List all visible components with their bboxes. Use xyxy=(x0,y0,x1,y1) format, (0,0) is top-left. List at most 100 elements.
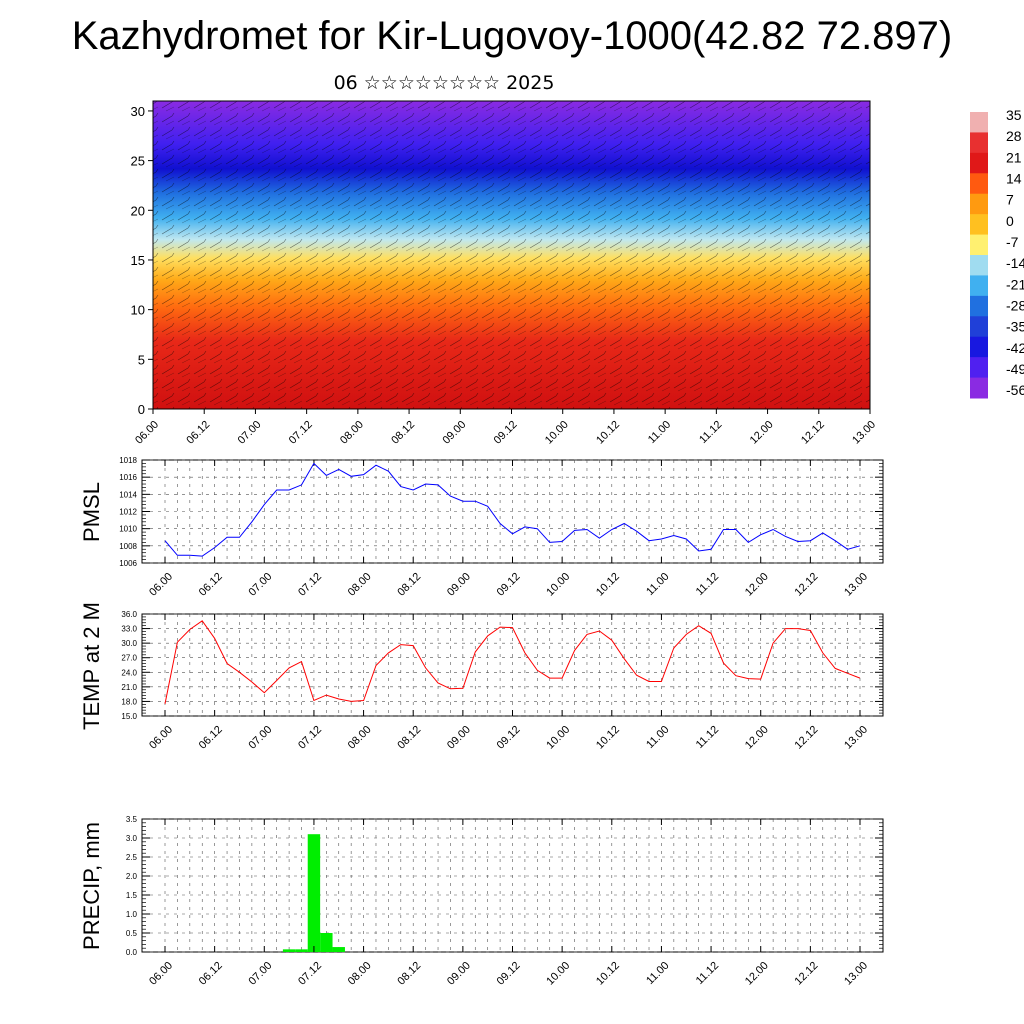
y-tick-label: 3.5 xyxy=(126,815,138,824)
y-tick-label: 1.0 xyxy=(126,910,138,919)
precip-bars xyxy=(282,834,345,952)
pmsl-series xyxy=(164,462,861,557)
colorbar-swatch xyxy=(970,152,988,174)
x-tick-label: 06.12 xyxy=(197,571,225,599)
x-tick-label: 11.12 xyxy=(694,724,721,751)
x-tick-label: 08.00 xyxy=(346,724,374,752)
x-tick-label: 08.00 xyxy=(346,960,374,988)
precip-bar xyxy=(332,947,345,952)
y-tick-label: 33.0 xyxy=(121,625,137,634)
colorbar-label: 35 xyxy=(1006,107,1022,123)
temp-panel: 15.0 18.0 21.0 24.0 27.0 30.0 33.0 36.0 06.00 06.… xyxy=(79,602,884,752)
y-tick-label: 1016 xyxy=(119,473,137,482)
y-tick-label: 1014 xyxy=(119,490,137,499)
profile-x-tick-label: 06.00 xyxy=(133,419,161,447)
profile-x-tick-label: 09.00 xyxy=(440,419,468,447)
page-subtitle: 06 ☆☆☆☆☆☆☆☆ 2025 xyxy=(333,72,555,94)
x-tick-label: 11.00 xyxy=(644,724,671,751)
colorbar-label: 0 xyxy=(1006,213,1014,229)
x-tick-label: 09.00 xyxy=(445,724,473,752)
profile-x-tick-label: 12.00 xyxy=(748,419,776,447)
colorbar-label: -42 xyxy=(1006,340,1024,356)
colorbar-swatch xyxy=(970,112,988,133)
profile-y-tick-label: 0 xyxy=(138,402,145,417)
colorbar-label: 21 xyxy=(1006,149,1022,165)
y-tick-label: 27.0 xyxy=(121,654,137,663)
x-tick-label: 07.00 xyxy=(246,571,274,599)
precip-bar xyxy=(320,933,333,952)
x-tick-label: 09.12 xyxy=(495,724,523,752)
profile-y-axis: 0 5 10 15 20 25 30 xyxy=(131,104,153,417)
y-tick-label: 30.0 xyxy=(121,639,137,648)
profile-y-tick-label: 25 xyxy=(131,154,145,169)
profile-y-tick-label: 30 xyxy=(131,104,145,119)
x-tick-label: 10.00 xyxy=(544,724,572,752)
colorbar-label: -7 xyxy=(1006,234,1019,250)
colorbar-swatch xyxy=(970,357,988,379)
y-tick-label: 18.0 xyxy=(121,697,137,706)
x-tick-label: 11.00 xyxy=(644,960,671,987)
x-tick-label: 10.00 xyxy=(544,960,572,988)
temp-series xyxy=(164,620,861,704)
y-tick-label: 1.5 xyxy=(126,891,138,900)
x-tick-label: 10.00 xyxy=(544,571,572,599)
x-tick-label: 07.12 xyxy=(296,571,324,599)
profile-x-tick-label: 07.00 xyxy=(236,419,264,447)
profile-x-tick-label: 10.12 xyxy=(594,419,622,447)
colorbar-label: 14 xyxy=(1006,171,1022,187)
x-tick-label: 08.12 xyxy=(395,571,423,599)
x-tick-label: 12.00 xyxy=(743,960,771,988)
colorbar-swatch xyxy=(970,275,988,297)
y-tick-label: 1008 xyxy=(119,542,137,551)
y-tick-label: 1018 xyxy=(119,456,137,465)
profile-y-tick-label: 15 xyxy=(131,253,145,268)
profile-y-tick-label: 5 xyxy=(138,352,145,367)
x-tick-label: 11.00 xyxy=(644,571,671,598)
x-tick-label: 08.00 xyxy=(346,571,374,599)
profile-y-tick-label: 10 xyxy=(131,303,145,318)
x-tick-label: 08.12 xyxy=(395,960,423,988)
profile-x-tick-label: 07.12 xyxy=(287,419,315,447)
x-tick-label: 06.00 xyxy=(147,571,175,599)
colorbar-label: -28 xyxy=(1006,298,1024,314)
profile-x-tick-label: 13.00 xyxy=(850,419,878,447)
x-tick-label: 12.12 xyxy=(793,960,821,988)
pmsl-line xyxy=(164,462,861,557)
y-tick-label: 1006 xyxy=(119,559,137,568)
temp-line xyxy=(164,620,861,704)
y-tick-label: 21.0 xyxy=(121,683,137,692)
x-tick-label: 13.00 xyxy=(842,724,870,752)
y-tick-label: 0.0 xyxy=(126,948,138,957)
x-tick-label: 06.12 xyxy=(197,960,225,988)
profile-y-tick-label: 20 xyxy=(131,203,145,218)
x-tick-label: 07.12 xyxy=(296,724,324,752)
y-tick-label: 24.0 xyxy=(121,668,137,677)
colorbar-swatch xyxy=(970,316,988,338)
page-title: Kazhydromet for Kir-Lugovoy-1000(42.82 7… xyxy=(71,14,953,58)
x-tick-label: 12.00 xyxy=(743,571,771,599)
colorbar-swatch xyxy=(970,336,988,358)
x-tick-label: 12.12 xyxy=(793,724,821,752)
x-tick-label: 10.12 xyxy=(594,571,622,599)
colorbar-swatch xyxy=(970,214,988,236)
colorbar-swatch xyxy=(970,377,988,399)
colorbar-label: -49 xyxy=(1006,361,1024,377)
pmsl-panel: 1006 1008 1010 1012 1014 1016 1018 06.00 06.12 07… xyxy=(79,456,884,599)
colorbar-label: -35 xyxy=(1006,319,1024,335)
precip-grid xyxy=(142,818,883,953)
profile-x-axis: 06.00 06.12 07.00 07.12 08.00 08.12 09.00 09.12… xyxy=(133,409,878,447)
profile-x-tick-label: 08.12 xyxy=(389,419,417,447)
profile-panel: 0 5 10 15 20 25 30 06.00 06.12 07.00 07.12 08.00 08… xyxy=(131,100,878,447)
x-tick-label: 07.00 xyxy=(246,724,274,752)
colorbar: 35 28 21 14 7 0 -7 -14 -21 -28 -35 -42 -49 -56 xyxy=(970,107,1024,399)
precip-bar xyxy=(282,949,296,952)
pmsl-grid xyxy=(142,459,883,564)
x-tick-label: 06.00 xyxy=(147,724,175,752)
x-tick-label: 11.12 xyxy=(694,960,721,987)
x-tick-label: 11.12 xyxy=(694,571,721,598)
x-tick-label: 10.12 xyxy=(594,724,622,752)
colorbar-swatch xyxy=(970,255,988,276)
profile-x-tick-label: 08.00 xyxy=(338,419,366,447)
x-tick-label: 12.00 xyxy=(743,724,771,752)
x-tick-label: 12.12 xyxy=(793,571,821,599)
